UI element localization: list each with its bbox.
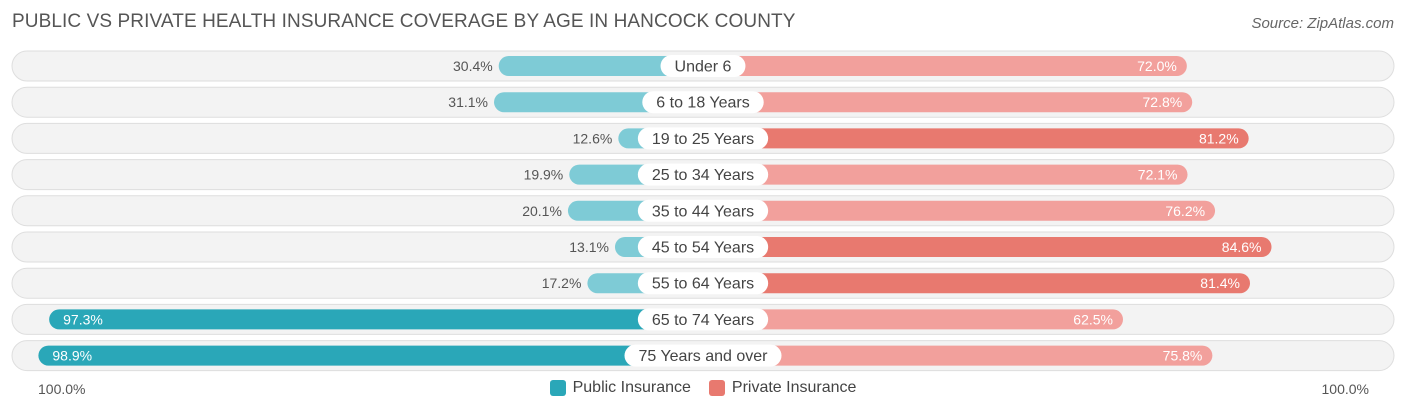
value-label-public: 20.1%	[522, 203, 562, 219]
value-label-private: 76.2%	[1165, 203, 1205, 219]
legend-label-public: Public Insurance	[572, 379, 691, 396]
legend-swatch-private	[708, 380, 725, 396]
category-label: 65 to 74 Years	[652, 312, 754, 329]
axis-left-label: 100.0%	[38, 381, 86, 397]
chart-row: 97.3% 62.5% 65 to 74 Years	[11, 303, 1395, 335]
chart-row: 13.1% 84.6% 45 to 54 Years	[11, 231, 1395, 263]
category-pill	[637, 308, 769, 331]
value-label-public: 97.3%	[63, 311, 103, 327]
category-label: 19 to 25 Years	[652, 131, 754, 148]
bar-public[interactable]	[38, 345, 704, 366]
chart-title: PUBLIC VS PRIVATE HEALTH INSURANCE COVER…	[12, 11, 796, 32]
value-label-private: 62.5%	[1073, 311, 1113, 327]
chart-row: 17.2% 81.4% 55 to 64 Years	[11, 267, 1395, 299]
chart-row: 19.9% 72.1% 25 to 34 Years	[11, 159, 1395, 191]
bar-private[interactable]	[703, 56, 1187, 76]
bar-private[interactable]	[703, 128, 1249, 149]
legend-item-private[interactable]: Private Insurance	[708, 379, 857, 397]
category-pill	[624, 344, 782, 367]
chart-row: 12.6% 81.2% 19 to 25 Years	[11, 122, 1395, 154]
category-pill	[642, 91, 764, 114]
value-label-private: 72.1%	[1138, 167, 1178, 183]
value-label-private: 72.8%	[1143, 94, 1183, 110]
category-pill	[637, 163, 769, 186]
value-label-private: 72.0%	[1137, 58, 1177, 74]
category-pill	[637, 127, 769, 150]
category-pill	[637, 236, 769, 258]
bar-private[interactable]	[703, 309, 1123, 330]
legend-label-private: Private Insurance	[731, 379, 857, 396]
bar-private[interactable]	[703, 345, 1213, 366]
bar-private[interactable]	[703, 164, 1188, 185]
category-label: 45 to 54 Years	[652, 240, 754, 257]
value-label-public: 17.2%	[542, 275, 582, 291]
value-label-public: 98.9%	[52, 348, 92, 364]
legend-swatch-public	[549, 380, 566, 396]
bar-private[interactable]	[703, 273, 1251, 294]
legend-item-public[interactable]: Public Insurance	[549, 379, 691, 397]
category-label: 6 to 18 Years	[656, 95, 749, 112]
category-label: 75 Years and over	[639, 348, 769, 365]
category-label: 25 to 34 Years	[652, 167, 754, 184]
bar-private[interactable]	[703, 237, 1272, 257]
value-label-private: 75.8%	[1163, 348, 1203, 364]
chart-row: 30.4% 72.0% Under 6	[11, 50, 1395, 82]
chart-row: 98.9% 75.8% 75 Years and over	[11, 340, 1395, 372]
bar-private[interactable]	[703, 92, 1193, 113]
category-pill	[637, 199, 769, 222]
category-pill	[660, 55, 746, 77]
chart-row: 20.1% 76.2% 35 to 44 Years	[11, 195, 1395, 227]
value-label-public: 31.1%	[448, 94, 488, 110]
source-label: Source: ZipAtlas.com	[1251, 15, 1394, 32]
value-label-private: 84.6%	[1222, 239, 1262, 255]
bar-public[interactable]	[49, 309, 704, 330]
value-label-public: 13.1%	[569, 239, 609, 255]
value-label-private: 81.4%	[1200, 275, 1240, 291]
category-label: 55 to 64 Years	[652, 276, 754, 293]
bar-private[interactable]	[703, 200, 1216, 221]
axis-right-label: 100.0%	[1321, 381, 1369, 397]
value-label-private: 81.2%	[1199, 130, 1239, 146]
chart-row: 31.1% 72.8% 6 to 18 Years	[11, 86, 1395, 118]
legend: Public Insurance Private Insurance	[0, 379, 1406, 397]
category-label: Under 6	[675, 59, 732, 76]
value-label-public: 19.9%	[524, 167, 564, 183]
chart-area: 30.4% 72.0% Under 6 31.1% 72.8% 6 to 18 Years…	[11, 50, 1395, 372]
value-label-public: 12.6%	[573, 130, 613, 146]
value-label-public: 30.4%	[453, 58, 493, 74]
bar-public[interactable]	[498, 56, 703, 76]
category-pill	[637, 272, 769, 295]
category-label: 35 to 44 Years	[652, 203, 754, 220]
